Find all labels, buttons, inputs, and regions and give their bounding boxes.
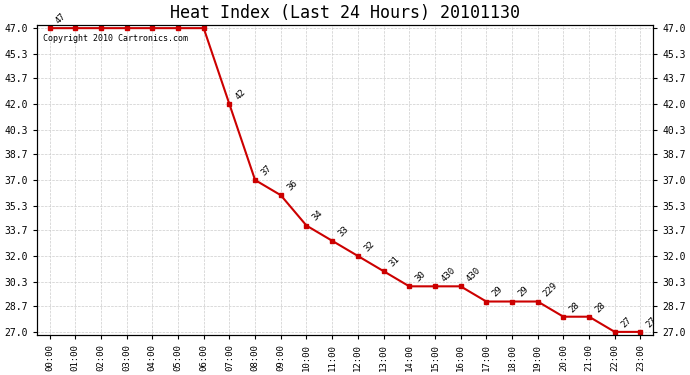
- Text: 27: 27: [644, 315, 658, 329]
- Text: 32: 32: [362, 239, 376, 253]
- Text: 229: 229: [542, 281, 560, 299]
- Text: 42: 42: [233, 87, 248, 101]
- Title: Heat Index (Last 24 Hours) 20101130: Heat Index (Last 24 Hours) 20101130: [170, 4, 520, 22]
- Text: 37: 37: [259, 163, 273, 177]
- Text: 27: 27: [619, 315, 633, 329]
- Text: 28: 28: [568, 300, 582, 314]
- Text: 430: 430: [439, 266, 457, 284]
- Text: 30: 30: [413, 270, 427, 284]
- Text: 34: 34: [310, 209, 324, 223]
- Text: 36: 36: [285, 178, 299, 192]
- Text: 31: 31: [388, 254, 402, 268]
- Text: Copyright 2010 Cartronics.com: Copyright 2010 Cartronics.com: [43, 34, 188, 44]
- Text: 47: 47: [54, 11, 68, 26]
- Text: 33: 33: [336, 224, 351, 238]
- Text: 430: 430: [465, 266, 482, 284]
- Text: 28: 28: [593, 300, 607, 314]
- Text: 29: 29: [491, 285, 504, 299]
- Text: 29: 29: [516, 285, 530, 299]
